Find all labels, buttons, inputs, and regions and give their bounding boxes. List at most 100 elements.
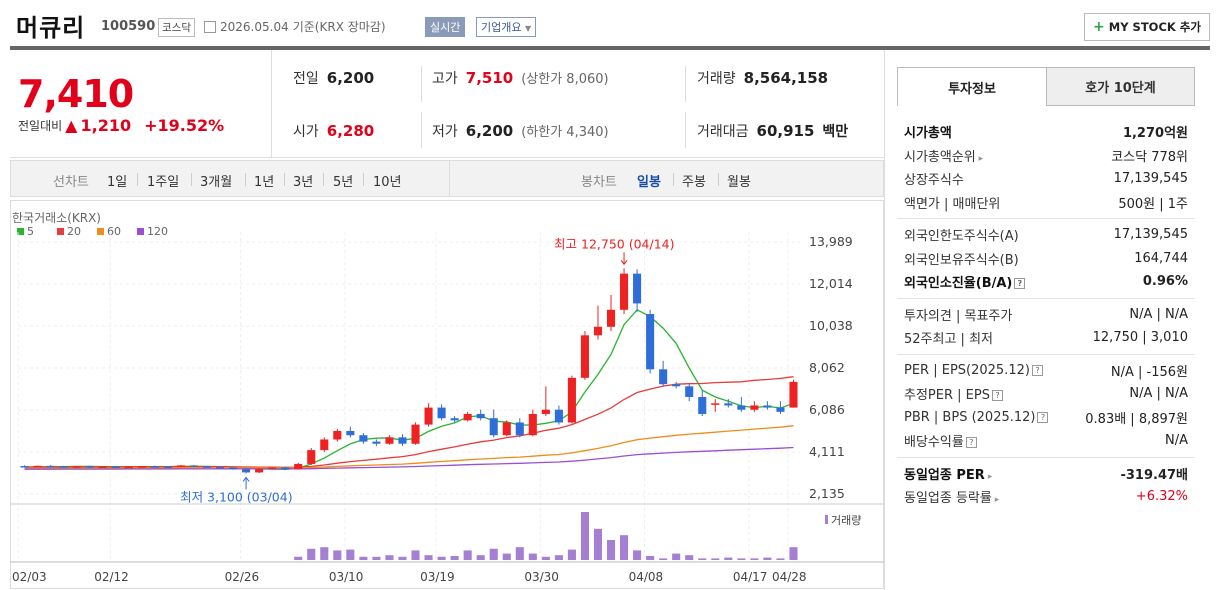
info-value: 0.83배 | 8,897원	[1085, 411, 1188, 427]
x-tick-label: 04/08	[629, 570, 664, 584]
ma-line-20	[24, 376, 794, 468]
candle-monthly[interactable]: 월봉	[727, 175, 751, 190]
period-3y[interactable]: 3년	[293, 175, 314, 190]
open-label: 시가	[293, 124, 319, 140]
info-value: 500원 | 1주	[1118, 196, 1188, 212]
plus-icon: +	[1093, 19, 1105, 35]
period-1w[interactable]: 1주일	[147, 175, 180, 190]
period-1y[interactable]: 1년	[254, 175, 275, 190]
tab-investment-info[interactable]: 투자정보	[897, 67, 1047, 106]
volume-bar	[606, 540, 616, 560]
volume-bar	[346, 549, 355, 560]
volume-bar	[502, 553, 511, 560]
info-group: 투자의견 | 목표주가 N/A | N/A 52주최고 | 최저 12,750 | 3…	[897, 297, 1195, 350]
investment-panel: 투자정보 호가 10단계 시가총액 1,270억원 시가총액순위 ▸ 코스닥 778위…	[884, 50, 1217, 590]
tab-orderbook[interactable]: 호가 10단계	[1046, 67, 1195, 106]
trade-amount: 거래대금 60,915 백만	[697, 121, 848, 141]
info-key: 액면가 | 매매단위	[904, 196, 1001, 212]
info-key: 동일업종 등락률 ▸	[904, 491, 1000, 507]
help-icon[interactable]: ?	[965, 437, 977, 449]
divider	[421, 66, 422, 102]
candle-body	[541, 409, 550, 414]
volume-bar	[750, 558, 759, 560]
candle-body	[46, 465, 55, 468]
candle-body	[398, 437, 407, 444]
chevron-down-icon: ▼	[524, 24, 532, 33]
candle-body	[580, 335, 589, 378]
info-group: 시가총액 1,270억원 시가총액순위 ▸ 코스닥 778위 상장주식수 17,139,5…	[897, 120, 1195, 214]
volume-bar	[307, 548, 316, 560]
volume-bar	[633, 550, 642, 560]
help-icon[interactable]: ?	[1031, 364, 1043, 376]
y-tick-label: 2,135	[809, 486, 845, 501]
candle-body	[229, 467, 238, 470]
info-value: -319.47배	[1120, 467, 1188, 483]
my-stock-add-button[interactable]: + MY STOCK 추가	[1084, 13, 1210, 41]
volume-bar	[737, 558, 746, 560]
candle-weekly[interactable]: 주봉	[682, 175, 706, 190]
info-value: +6.32%	[1135, 489, 1188, 505]
volume-bar	[333, 550, 342, 560]
candle-body	[176, 465, 185, 467]
candle-body	[620, 273, 629, 310]
info-row: 상장주식수 17,139,545	[897, 167, 1195, 191]
period-1d[interactable]: 1일	[107, 175, 128, 190]
x-tick-label: 04/28	[772, 570, 807, 584]
header-divider	[10, 46, 1210, 50]
info-group: PER | EPS(2025.12)? N/A | -156원 추정PER | EP…	[897, 353, 1195, 453]
realtime-button[interactable]: 실시간	[425, 17, 466, 37]
max-price-label: 최고 12,750 (04/14)	[554, 236, 674, 251]
my-stock-label: MY STOCK 추가	[1108, 20, 1201, 34]
volume-bar	[463, 550, 472, 560]
info-key: 외국인보유주식수(B)	[904, 252, 1019, 268]
period-5y[interactable]: 5년	[333, 175, 354, 190]
company-overview-dropdown[interactable]: 기업개요 ▼	[476, 17, 537, 37]
candle-body	[711, 403, 720, 405]
info-group: 외국인한도주식수(A) 17,139,545 외국인보유주식수(B) 164,744 외…	[897, 218, 1195, 294]
volume-bar	[685, 555, 694, 560]
stock-name: 머큐리	[16, 14, 86, 42]
candle-body	[268, 467, 277, 470]
legend-label: 60	[107, 225, 121, 238]
info-key: 상장주식수	[904, 173, 964, 189]
period-3m[interactable]: 3개월	[200, 175, 233, 190]
divider	[884, 50, 885, 590]
candle-body	[346, 430, 355, 436]
info-value: 코스닥 778위	[1111, 149, 1188, 165]
help-icon[interactable]: ?	[991, 390, 1003, 402]
candle-body	[698, 396, 707, 414]
high-price: 고가 7,510 (상한가 8,060)	[432, 68, 609, 88]
help-icon[interactable]: ?	[1037, 411, 1049, 423]
chevron-right-icon[interactable]: ▸	[984, 471, 993, 482]
legend-label: 5	[27, 225, 34, 238]
candle-body	[111, 466, 120, 468]
help-icon[interactable]: ?	[1014, 278, 1026, 290]
volume-bar	[437, 556, 446, 560]
x-tick-label: 03/10	[329, 570, 364, 584]
divider	[685, 112, 686, 148]
info-value: 17,139,545	[1113, 171, 1188, 187]
legend-label: 120	[147, 225, 168, 238]
volume-bar	[411, 550, 420, 560]
chevron-right-icon[interactable]: ▸	[991, 495, 1000, 506]
candle-body	[606, 309, 616, 327]
period-10y[interactable]: 10년	[373, 175, 402, 190]
volume-bar	[424, 555, 433, 560]
candle-body	[750, 405, 759, 410]
candle-body	[737, 405, 746, 410]
volume-bar	[320, 547, 329, 560]
stock-chart[interactable]: 한국거래소(KRX)5 20 60 120 13,989 12,014 10,038 8,06…	[10, 200, 884, 590]
candle-body	[567, 377, 576, 423]
candle-body	[320, 439, 329, 451]
candle-body	[554, 409, 563, 423]
legend-swatch	[137, 228, 144, 235]
volume-bar	[672, 553, 681, 560]
info-table: 시가총액 1,270억원 시가총액순위 ▸ 코스닥 778위 상장주식수 17,139,5…	[897, 120, 1195, 509]
calendar-icon	[204, 20, 216, 33]
change-label: 전일대비	[18, 119, 63, 133]
candle-body	[20, 466, 29, 468]
info-row: 동일업종 등락률 ▸ +6.32%	[897, 485, 1195, 509]
chevron-right-icon[interactable]: ▸	[975, 153, 984, 164]
candle-daily[interactable]: 일봉	[637, 175, 661, 190]
divider	[137, 173, 138, 186]
